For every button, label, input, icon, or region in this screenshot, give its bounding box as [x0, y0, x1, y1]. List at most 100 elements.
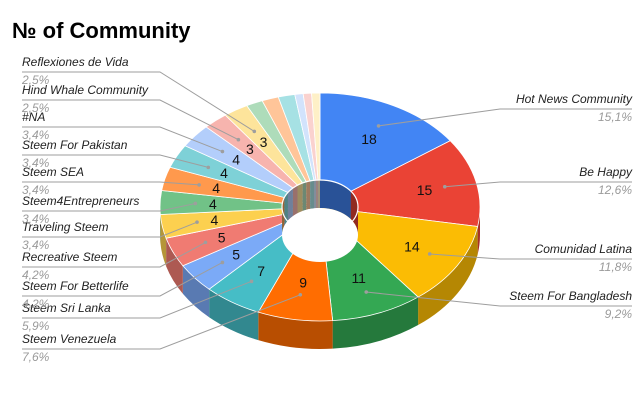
leader-line	[22, 241, 206, 268]
category-percent: 4,2%	[22, 297, 50, 311]
pie-inner-wall-unlabeled-15	[302, 181, 307, 211]
pie-inner-wall-unlabeled-20	[317, 180, 320, 209]
pie-slice-unlabeled-20	[311, 92, 321, 208]
pie-side-steem-venezuela	[258, 312, 333, 349]
leader-line	[22, 202, 196, 212]
leader-dot	[195, 220, 199, 224]
leader-dot	[364, 290, 369, 294]
leader-line	[22, 71, 255, 132]
pie-category-labels: Hot News Community 15,1% Be Happy 12,6% Comu…	[21, 55, 633, 364]
pie-hole-rim	[281, 179, 359, 235]
category-percent: 2,5%	[21, 101, 50, 115]
category-label: Traveling Steem	[22, 220, 108, 234]
category-label: Steem For Bangladesh	[509, 289, 632, 303]
category-label: Steem For Pakistan	[22, 138, 128, 152]
leader-line	[22, 99, 239, 141]
pie-side-steem-sri-lanka	[209, 289, 259, 341]
leader-dot	[197, 183, 201, 187]
category-percent: 3,4%	[22, 212, 50, 226]
leader-dot	[220, 260, 225, 265]
leader-line	[22, 221, 198, 238]
leader-dot	[252, 129, 257, 134]
slice-value-label: 9	[299, 274, 307, 290]
category-label: Hind Whale Community	[22, 83, 149, 97]
category-label: Be Happy	[579, 165, 633, 179]
leader-line	[22, 262, 223, 297]
category-percent: 3,4%	[22, 238, 50, 252]
category-percent: 3,4%	[22, 156, 50, 170]
slice-value-label: 4	[210, 212, 218, 228]
leader-dot	[206, 165, 211, 170]
leader-line	[22, 181, 200, 186]
category-percent: 3,4%	[22, 128, 50, 142]
pie-side-traveling-steem	[160, 214, 167, 267]
category-label: Steem4Entrepreneurs	[22, 194, 139, 208]
category-percent: 7,6%	[22, 350, 50, 364]
slice-value-label: 3	[246, 141, 254, 157]
slice-value-label: 11	[351, 270, 366, 286]
category-label: Recreative Steem	[22, 250, 117, 264]
category-percent: 4,2%	[22, 268, 50, 282]
leader-line	[378, 108, 632, 127]
pie-leader-lines	[22, 71, 632, 350]
leader-dot	[427, 252, 432, 256]
chart-title: № of Community	[12, 18, 191, 43]
pie-hole	[281, 179, 359, 262]
slice-value-label: 7	[257, 263, 265, 279]
category-percent: 11,8%	[599, 260, 632, 274]
leader-line	[22, 126, 223, 153]
leader-line	[366, 291, 632, 307]
slice-value-label: 5	[232, 247, 240, 263]
leader-dot	[220, 149, 225, 154]
category-label: Comunidad Latina	[535, 242, 633, 256]
leader-line	[429, 253, 632, 260]
slice-value-label: 3	[260, 134, 268, 150]
leader-dot	[193, 201, 198, 206]
pie-side-steem-for-betterlife	[182, 265, 210, 318]
category-label: Steem For Betterlife	[22, 279, 129, 293]
pie-slice-hot-news-community	[319, 92, 451, 208]
category-label: Steem Venezuela	[22, 332, 117, 346]
category-percent: 5,9%	[22, 319, 50, 333]
category-label: #NA	[22, 110, 45, 124]
category-label: Steem SEA	[22, 165, 84, 179]
category-percent: 3,4%	[22, 183, 50, 197]
pie-side-steem-for-bangladesh	[332, 297, 419, 349]
leader-line	[444, 181, 632, 188]
slice-value-label: 4	[212, 180, 220, 196]
pie-inner-wall-be-happy	[350, 191, 358, 235]
category-percent: 12,6%	[598, 183, 632, 197]
category-label: Reflexiones de Vida	[22, 55, 129, 69]
slice-value-label: 5	[218, 229, 226, 245]
pie-inner-wall-unlabeled-19	[315, 180, 318, 209]
pie-inner-wall-reflexiones-de-vida	[297, 182, 303, 214]
pie-inner-wall-na	[287, 188, 293, 221]
pie-slice-be-happy	[318, 140, 481, 227]
pie-inner-wall-unlabeled-18	[314, 180, 316, 209]
leader-line	[22, 280, 252, 319]
leader-dot	[298, 293, 303, 297]
leader-dot	[236, 137, 241, 142]
pie-slice-comunidad-latina	[318, 206, 479, 298]
category-percent: 2,5%	[21, 73, 50, 87]
slice-value-label: 4	[220, 165, 228, 181]
category-percent: 15,1%	[598, 110, 632, 124]
pie-side-recreative-steem	[166, 238, 183, 294]
leader-dot	[442, 184, 447, 189]
pie-inner-wall-hot-news-community	[320, 180, 351, 220]
pie-inner-wall-unlabeled-17	[310, 180, 315, 209]
leader-line	[22, 294, 301, 350]
leader-dot	[249, 279, 254, 284]
category-label: Steem Sri Lanka	[22, 301, 111, 315]
slice-value-label: 14	[404, 238, 420, 254]
category-label: Hot News Community	[516, 92, 633, 106]
slice-value-label: 4	[209, 196, 217, 212]
leader-dot	[203, 240, 208, 245]
leader-dot	[376, 124, 381, 128]
slice-value-label: 4	[232, 151, 240, 167]
slice-value-label: 15	[417, 182, 433, 198]
category-percent: 9,2%	[605, 307, 633, 321]
slice-value-label: 18	[361, 131, 377, 147]
